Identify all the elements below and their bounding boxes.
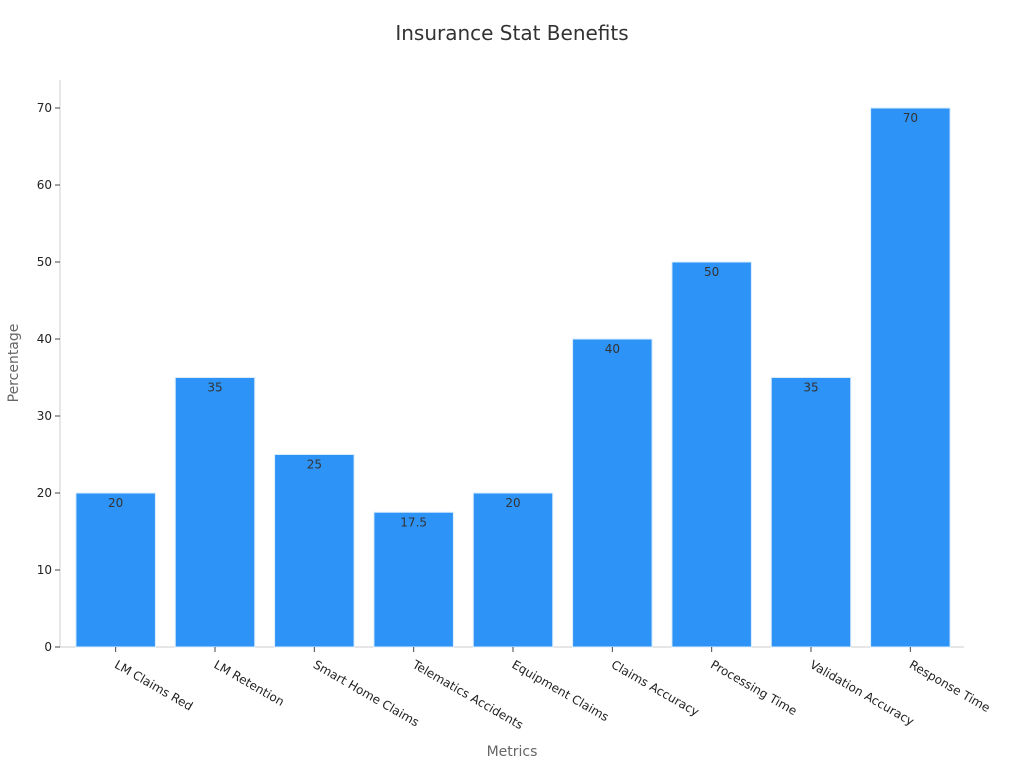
data-labels-group: 20 35 25 17.5 20 40 50 35 70 — [108, 111, 918, 529]
x-tick-label: Processing Time — [708, 657, 799, 718]
data-label: 20 — [108, 496, 123, 510]
data-label: 70 — [903, 111, 918, 125]
x-tick-label: Validation Accuracy — [808, 657, 917, 728]
y-tick-label: 20 — [37, 486, 52, 500]
y-tick-label: 30 — [37, 409, 52, 423]
x-tick-label: Response Time — [907, 657, 993, 715]
x-tick-label: LM Claims Red — [112, 657, 195, 713]
bar — [671, 261, 752, 648]
data-label: 35 — [207, 381, 222, 395]
data-label: 35 — [803, 381, 818, 395]
bar — [472, 492, 554, 648]
y-tick-label: 0 — [44, 640, 52, 654]
x-tick-label: Telematics Accidents — [409, 657, 525, 732]
x-axis-title: Metrics — [487, 744, 538, 760]
x-axis-ticks: LM Claims Red LM Retention Smart Home Clai… — [112, 647, 992, 732]
bar — [770, 377, 852, 648]
y-tick-label: 70 — [37, 101, 52, 115]
y-tick-label: 50 — [37, 255, 52, 269]
bar — [870, 107, 951, 648]
bar — [373, 511, 454, 648]
data-label: 40 — [605, 342, 620, 356]
x-tick-label: Claims Accuracy — [609, 657, 702, 719]
x-tick-label: Equipment Claims — [510, 657, 612, 724]
y-axis-ticks: 0 10 20 30 40 50 60 70 — [37, 101, 60, 654]
bar — [174, 377, 256, 648]
chart-title: Insurance Stat Benefits — [395, 21, 628, 45]
bar — [572, 338, 653, 648]
bar — [274, 454, 355, 648]
y-axis-title: Percentage — [6, 324, 22, 403]
y-tick-label: 40 — [37, 332, 52, 346]
y-tick-label: 60 — [37, 178, 52, 192]
y-tick-label: 10 — [37, 563, 52, 577]
x-tick-label: Smart Home Claims — [311, 657, 422, 729]
bar — [75, 492, 156, 648]
data-label: 25 — [307, 458, 322, 472]
bars-group — [75, 107, 951, 648]
data-label: 17.5 — [400, 515, 427, 529]
data-label: 20 — [505, 496, 520, 510]
x-tick-label: LM Retention — [212, 657, 287, 708]
data-label: 50 — [704, 265, 719, 279]
